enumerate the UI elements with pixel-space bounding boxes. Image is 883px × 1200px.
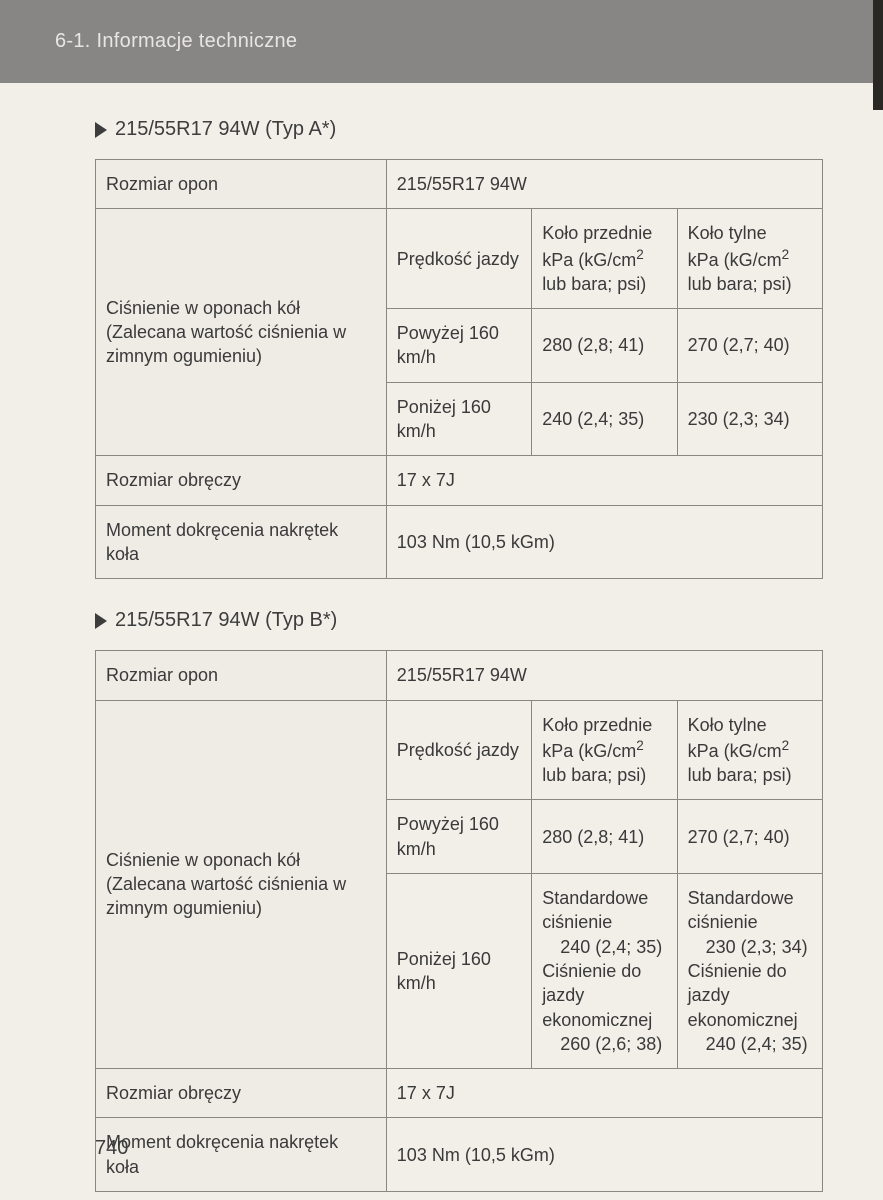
torque-label: Moment dokręcenia nakrętek koła xyxy=(96,505,387,579)
tire-size-label: Rozmiar opon xyxy=(96,160,387,209)
table-row: Ciśnienie w oponach kół (Zalecana wartoś… xyxy=(96,700,823,800)
speed-header: Prędkość jazdy xyxy=(386,700,531,800)
front-header: Koło przednie kPa (kG/cm2 lub bara; psi) xyxy=(532,209,677,309)
tire-table-a: Rozmiar opon 215/55R17 94W Ciśnienie w o… xyxy=(95,159,823,579)
front-complex: Standardowe ciśnienie 240 (2,4; 35) Ciśn… xyxy=(532,874,677,1069)
rear-header: Koło tylne kPa (kG/cm2 lub bara; psi) xyxy=(677,700,822,800)
table-row: Rozmiar obręczy 17 x 7J xyxy=(96,456,823,505)
rear-value: 230 (2,3; 34) xyxy=(677,382,822,456)
speed-cell: Poniżej 160 km/h xyxy=(386,874,531,1069)
section-title-a: 215/55R17 94W (Typ A*) xyxy=(95,118,823,141)
page-header: 6-1. Informacje techniczne xyxy=(0,0,883,83)
speed-cell: Powyżej 160 km/h xyxy=(386,800,531,874)
tire-table-b: Rozmiar opon 215/55R17 94W Ciśnienie w o… xyxy=(95,650,823,1192)
front-value: 280 (2,8; 41) xyxy=(532,309,677,383)
pressure-label: Ciśnienie w oponach kół (Zalecana wartoś… xyxy=(96,700,387,1069)
page-content: 215/55R17 94W (Typ A*) Rozmiar opon 215/… xyxy=(0,83,883,1192)
speed-cell: Poniżej 160 km/h xyxy=(386,382,531,456)
table-row: Rozmiar opon 215/55R17 94W xyxy=(96,651,823,700)
tire-size-label: Rozmiar opon xyxy=(96,651,387,700)
rim-label: Rozmiar obręczy xyxy=(96,1069,387,1118)
section-title-text: 215/55R17 94W (Typ A*) xyxy=(115,118,336,141)
table-row: Rozmiar opon 215/55R17 94W xyxy=(96,160,823,209)
tire-size-value: 215/55R17 94W xyxy=(386,160,822,209)
speed-header: Prędkość jazdy xyxy=(386,209,531,309)
tire-size-value: 215/55R17 94W xyxy=(386,651,822,700)
table-row: Moment dokręcenia nakrętek koła 103 Nm (… xyxy=(96,505,823,579)
table-row: Ciśnienie w oponach kół (Zalecana wartoś… xyxy=(96,209,823,309)
torque-value: 103 Nm (10,5 kGm) xyxy=(386,1118,822,1192)
triangle-icon xyxy=(95,613,107,629)
section-title-text: 215/55R17 94W (Typ B*) xyxy=(115,609,337,632)
rim-value: 17 x 7J xyxy=(386,456,822,505)
page-edge-shadow xyxy=(873,0,883,110)
rear-value: 270 (2,7; 40) xyxy=(677,800,822,874)
rear-complex: Standardowe ciśnienie 230 (2,3; 34) Ciśn… xyxy=(677,874,822,1069)
header-text: 6-1. Informacje techniczne xyxy=(55,30,297,52)
table-row: Rozmiar obręczy 17 x 7J xyxy=(96,1069,823,1118)
rear-value: 270 (2,7; 40) xyxy=(677,309,822,383)
speed-cell: Powyżej 160 km/h xyxy=(386,309,531,383)
front-header: Koło przednie kPa (kG/cm2 lub bara; psi) xyxy=(532,700,677,800)
triangle-icon xyxy=(95,122,107,138)
rim-label: Rozmiar obręczy xyxy=(96,456,387,505)
pressure-label: Ciśnienie w oponach kół (Zalecana wartoś… xyxy=(96,209,387,456)
front-value: 240 (2,4; 35) xyxy=(532,382,677,456)
table-row: Moment dokręcenia nakrętek koła 103 Nm (… xyxy=(96,1118,823,1192)
torque-label: Moment dokręcenia nakrętek koła xyxy=(96,1118,387,1192)
front-value: 280 (2,8; 41) xyxy=(532,800,677,874)
page-number: 740 xyxy=(95,1137,128,1160)
section-title-b: 215/55R17 94W (Typ B*) xyxy=(95,609,823,632)
rim-value: 17 x 7J xyxy=(386,1069,822,1118)
torque-value: 103 Nm (10,5 kGm) xyxy=(386,505,822,579)
rear-header: Koło tylne kPa (kG/cm2 lub bara; psi) xyxy=(677,209,822,309)
